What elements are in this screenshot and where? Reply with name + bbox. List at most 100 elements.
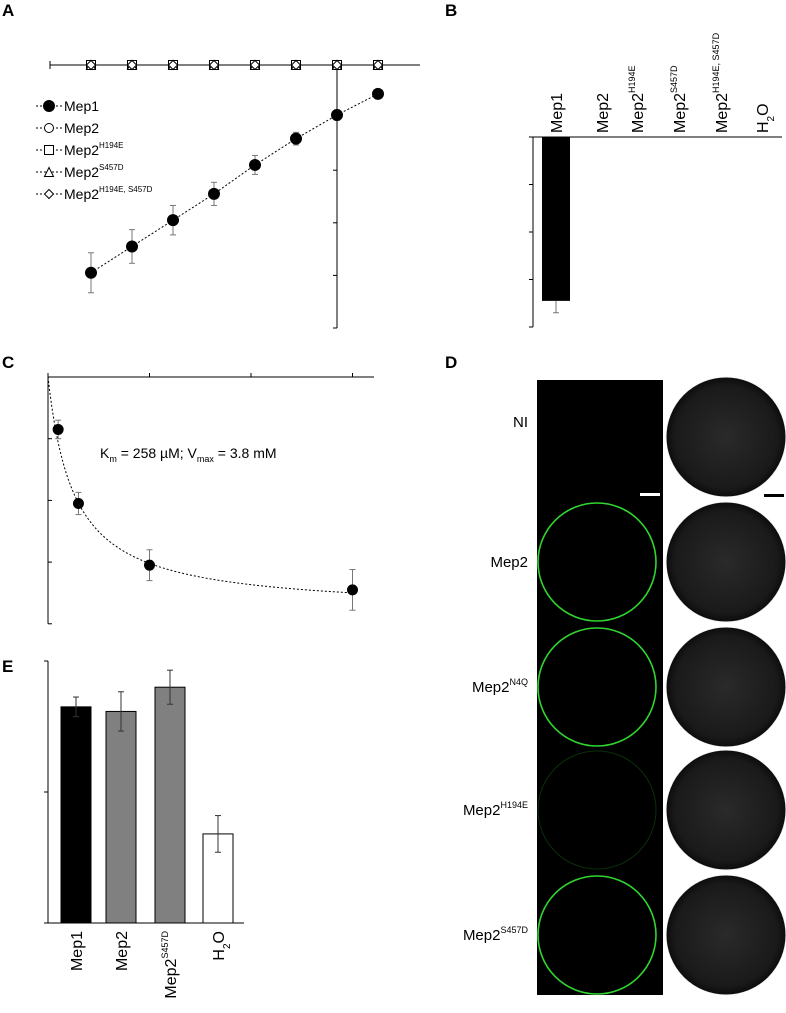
legend-sup: H194E, S457D <box>99 185 153 194</box>
category-base: Mep2 <box>163 958 180 998</box>
row-label-sup: N4Q <box>509 677 528 687</box>
category-base: Mep2 <box>595 93 612 133</box>
data-point <box>126 59 138 71</box>
category-label: H2O <box>755 103 777 133</box>
category-sup: H194E <box>627 65 637 93</box>
legend-name: Mep2 <box>64 164 99 180</box>
data-point <box>52 423 64 435</box>
category-label: Mep2S457D <box>669 65 689 133</box>
row-label: Mep2 <box>490 554 528 571</box>
row-label-base: Mep2 <box>490 554 528 571</box>
bf-oocyte-image <box>665 376 786 498</box>
data-point <box>72 497 84 509</box>
legend-sup: H194E <box>99 141 123 150</box>
data-point <box>167 59 179 71</box>
legend-marker <box>43 100 55 112</box>
panel-letter-d: D <box>445 353 457 372</box>
category-base: Mep2 <box>630 93 647 133</box>
category-sup: S457D <box>669 65 679 93</box>
category-label: Mep2H194E, S457D <box>711 32 731 133</box>
row-label-base: Mep2 <box>472 679 510 696</box>
row-label-sup: S457D <box>500 925 528 935</box>
legend-sup: S457D <box>99 163 124 172</box>
legend-entry: Mep2S457D <box>64 163 124 180</box>
category-label: Mep1 <box>549 93 566 133</box>
legend-marker <box>44 123 54 133</box>
scale-bar-bf <box>764 494 784 497</box>
data-point <box>249 59 261 71</box>
row-label: Mep2H194E <box>463 800 528 819</box>
category-label: Mep2S457D <box>160 931 180 999</box>
gfp-membrane-signal <box>537 627 657 747</box>
data-point <box>167 214 179 227</box>
category-sup: S457D <box>160 931 170 959</box>
panel-c-kinetics-chart: Km = 258 µM; Vmax = 3.8 mM <box>47 373 374 625</box>
category-base: H <box>755 121 772 133</box>
category-sup: H194E, S457D <box>711 32 721 93</box>
data-point <box>208 59 220 71</box>
bar <box>60 706 92 924</box>
category-tail: O <box>755 103 772 115</box>
legend-name: Mep2 <box>64 142 99 158</box>
legend-name: Mep2 <box>64 120 99 136</box>
legend-marker <box>43 166 55 177</box>
panel-letter-c: C <box>2 353 14 372</box>
data-point <box>372 59 384 71</box>
legend-entry: Mep2 <box>64 120 99 136</box>
panel-letter-b: B <box>445 1 457 20</box>
category-base: Mep2 <box>714 93 731 133</box>
annotation-part: K <box>100 445 110 461</box>
bar <box>154 686 186 924</box>
data-point <box>290 59 302 71</box>
category-base: Mep2 <box>672 93 689 133</box>
annotation-part: = 3.8 mM <box>214 445 277 461</box>
row-label: NI <box>513 414 528 431</box>
panel-letter-a: A <box>2 1 14 20</box>
scale-bar-gfp <box>640 493 660 496</box>
data-point <box>85 266 97 279</box>
category-tail: O <box>211 931 228 943</box>
gfp-membrane-signal <box>537 875 657 995</box>
legend-name: Mep1 <box>64 98 99 114</box>
category-sub: 2 <box>766 115 777 121</box>
row-label-base: NI <box>513 414 528 431</box>
legend-marker <box>44 145 54 155</box>
annotation-part: m <box>109 454 117 464</box>
category-label: Mep1 <box>69 931 86 971</box>
category-sub: 2 <box>222 943 233 949</box>
fit-curve <box>47 376 353 594</box>
category-label: Mep2 <box>595 93 612 133</box>
data-point <box>85 59 97 71</box>
row-label: Mep2S457D <box>463 925 529 944</box>
data-point <box>290 132 302 145</box>
bar <box>542 137 570 301</box>
category-label: H2O <box>211 931 233 961</box>
bf-oocyte-image <box>665 626 786 748</box>
legend-entry: Mep1 <box>64 98 99 114</box>
gfp-column-background <box>537 380 663 995</box>
gfp-membrane-signal <box>537 502 657 622</box>
legend-name: Mep2 <box>64 186 99 202</box>
bf-oocyte-image <box>665 874 786 996</box>
row-label-base: Mep2 <box>463 927 501 944</box>
gfp-membrane-signal <box>537 750 657 870</box>
category-label: Mep2H194E <box>627 65 647 133</box>
data-point <box>347 584 358 596</box>
category-base: Mep1 <box>549 93 566 133</box>
data-point <box>331 59 343 71</box>
data-point <box>331 108 343 121</box>
data-point <box>249 158 261 171</box>
bf-oocyte-image <box>665 749 786 871</box>
row-label-base: Mep2 <box>463 802 501 819</box>
row-label-sup: H194E <box>500 800 528 810</box>
legend-marker <box>43 188 55 200</box>
data-point <box>126 240 138 253</box>
bar <box>105 710 137 924</box>
bf-oocyte-image <box>665 501 786 623</box>
mep1-line <box>90 93 379 274</box>
data-point <box>208 187 220 200</box>
